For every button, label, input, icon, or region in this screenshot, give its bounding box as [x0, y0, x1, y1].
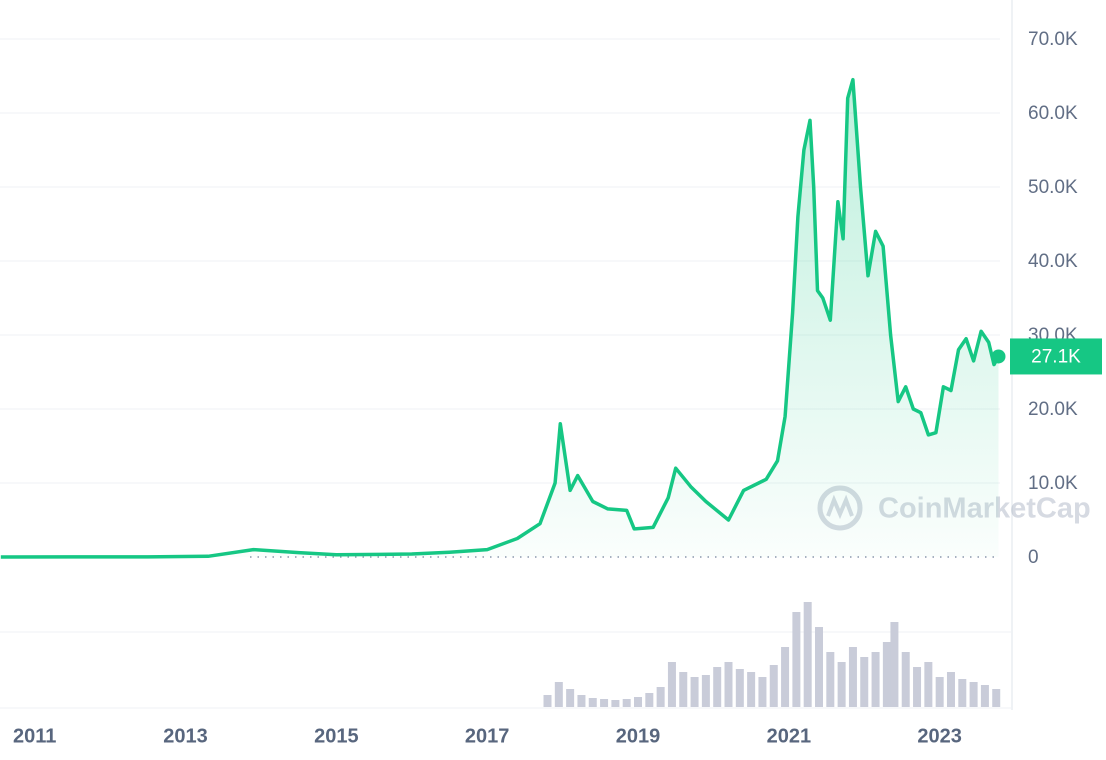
volume-bar	[992, 689, 1001, 707]
volume-bar	[946, 672, 955, 707]
x-tick-label: 2021	[767, 725, 812, 747]
volume-bar	[871, 652, 880, 707]
volume-bar	[890, 622, 899, 707]
x-tick-label: 2017	[465, 725, 510, 747]
volume-bar	[566, 689, 575, 707]
last-point	[991, 349, 1006, 364]
volume-bar	[634, 697, 643, 707]
volume-bar	[667, 662, 676, 707]
price-label-box	[1010, 338, 1102, 375]
volume-bar	[781, 647, 790, 707]
volume-bar	[690, 677, 699, 707]
price-label: 27.1K	[1031, 346, 1081, 367]
volume-bar	[713, 667, 722, 707]
y-tick-label: 60.0K	[1028, 103, 1078, 124]
y-tick-label: 50.0K	[1028, 177, 1078, 198]
volume-bar	[554, 682, 563, 707]
volume-bar	[645, 693, 654, 707]
volume-bar	[622, 699, 631, 707]
volume-bar	[769, 665, 778, 707]
volume-bar	[758, 677, 767, 707]
volume-bar	[826, 652, 835, 707]
volume-bar	[679, 672, 688, 707]
volume-bar	[913, 667, 922, 707]
volume-bar	[860, 657, 869, 707]
volume-bar	[543, 695, 552, 707]
volume-bar	[588, 698, 597, 707]
volume-bar	[735, 669, 744, 707]
volume-bar	[656, 687, 665, 707]
volume-bar	[882, 642, 891, 707]
volume-bar	[969, 682, 978, 707]
x-tick-label: 2023	[917, 725, 962, 747]
volume-bar	[815, 627, 824, 707]
x-tick-label: 2019	[616, 725, 661, 747]
volume-bar	[837, 662, 846, 707]
volume-bar	[935, 677, 944, 707]
volume-bar	[924, 662, 933, 707]
y-tick-label: 0	[1028, 547, 1039, 568]
x-tick-label: 2015	[314, 725, 359, 747]
volume-bar	[792, 612, 801, 707]
volume-bar	[848, 647, 857, 707]
y-tick-label: 40.0K	[1028, 251, 1078, 272]
volume-bar	[958, 679, 967, 707]
volume-bar	[803, 602, 812, 707]
x-tick-label: 2011	[13, 725, 56, 747]
volume-bar	[701, 675, 710, 707]
volume-bar	[611, 700, 620, 707]
y-tick-label: 70.0K	[1028, 29, 1078, 50]
x-tick-label: 2013	[163, 725, 208, 747]
volume-bar	[980, 685, 989, 707]
volume-bar	[724, 662, 733, 707]
y-tick-label: 20.0K	[1028, 399, 1078, 420]
price-area	[0, 79, 999, 557]
volume-bar	[577, 695, 586, 707]
volume-bar	[747, 672, 756, 707]
volume-bar	[600, 699, 609, 707]
y-tick-label: 10.0K	[1028, 473, 1078, 494]
volume-bar	[901, 652, 910, 707]
price-line	[0, 77, 1001, 559]
